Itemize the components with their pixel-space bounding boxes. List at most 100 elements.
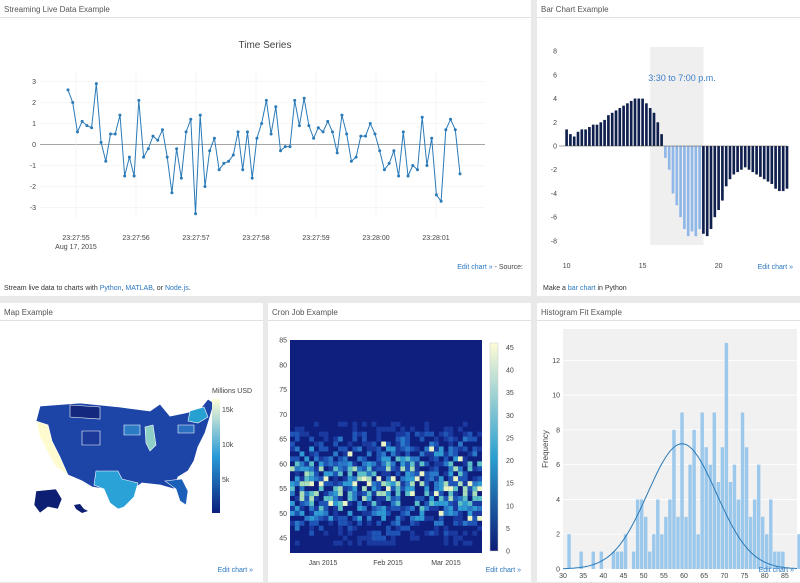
heatmap-cell [357, 520, 362, 526]
hist-panel: Histogram Fit Example 12 10 8 6 4 2 0 30 35 40 45… [537, 303, 800, 582]
histogram-bar [781, 551, 785, 569]
edit-chart-link[interactable]: Edit chart » [758, 567, 794, 574]
heatmap-cell [472, 530, 478, 536]
heatmap-cell [323, 530, 329, 536]
heatmap-cell [467, 515, 473, 521]
heatmap-cell [477, 486, 482, 492]
time-series-chart[interactable]: Time Series 3 2 1 0 -1 -2 -3 23:27:55 23:27:56 2… [0, 18, 531, 278]
heatmap-cell [429, 505, 434, 511]
heatmap-cell [376, 456, 382, 462]
edit-chart-link[interactable]: Edit chart » [485, 567, 521, 574]
heatmap-cell [405, 461, 410, 467]
heatmap-cell [443, 456, 449, 462]
bar [572, 136, 576, 146]
heatmap-cell [434, 491, 439, 497]
histogram-chart[interactable]: 12 10 8 6 4 2 0 30 35 40 45 50 55 60 65 70 75 80 85 Frequ… [537, 321, 800, 583]
matlab-link[interactable]: MATLAB [125, 285, 153, 292]
heatmap-cell [309, 510, 314, 516]
heatmap-cell [290, 505, 295, 511]
data-point [75, 130, 79, 134]
heatmap-cell [453, 510, 458, 516]
heatmap-cell [429, 441, 434, 447]
bar [626, 103, 629, 146]
heatmap-cell [309, 491, 314, 497]
heatmap-cell [390, 535, 396, 541]
histogram-bar [660, 534, 664, 569]
heatmap-cell [328, 461, 334, 467]
heatmap-cell [328, 456, 334, 462]
histogram-bar [648, 551, 652, 569]
histogram-bar [623, 534, 628, 569]
heatmap-cell [424, 461, 430, 467]
heatmap-cell [438, 476, 444, 482]
bar-chart-link[interactable]: bar chart [567, 285, 596, 292]
histogram-bar [720, 447, 725, 569]
heatmap-cell [338, 481, 343, 487]
map-panel: Map Example Millions USD 15k 10k [0, 303, 263, 582]
heatmap-cell [309, 520, 314, 526]
heatmap-cell [462, 431, 468, 437]
nodejs-link[interactable]: Node.js [164, 285, 189, 292]
streaming-panel: Streaming Live Data Example Time Series … [0, 0, 531, 296]
heatmap-cell [381, 496, 386, 501]
data-point [142, 155, 146, 159]
heatmap-cell [438, 431, 444, 437]
edit-chart-link[interactable]: Edit chart » [217, 567, 253, 574]
heatmap-cell [386, 505, 391, 511]
data-point [335, 151, 339, 155]
heatmap-cell [453, 530, 458, 536]
heatmap-cell [299, 520, 305, 526]
bar [762, 146, 766, 180]
heatmap-cell [438, 451, 444, 457]
heatmap-cell [448, 510, 454, 516]
heatmap-cell [347, 496, 353, 501]
heatmap-cell [362, 505, 367, 511]
heatmap-cell [395, 525, 401, 531]
choropleth-map[interactable]: Millions USD 15k 10k 5k [0, 321, 263, 561]
heatmap-cell [338, 496, 343, 501]
edit-chart-link[interactable]: Edit chart » [757, 264, 793, 271]
heatmap-cell [366, 500, 372, 506]
y-tick-label: 55 [279, 486, 287, 493]
data-point [156, 138, 160, 142]
heatmap-cell [453, 486, 458, 492]
heatmap-cell [318, 510, 324, 516]
x-tick-label: 23:27:57 [182, 235, 209, 242]
python-link[interactable]: Python [99, 285, 122, 292]
series-line [67, 83, 461, 214]
heatmap-cell [376, 446, 382, 452]
histogram-bar [760, 516, 765, 569]
heatmap-cell [347, 471, 353, 477]
heatmap-cell [414, 461, 420, 467]
bar [603, 119, 606, 146]
footer-text: Stream live data to charts with [4, 285, 100, 292]
heatmap-cell [390, 481, 396, 487]
heatmap-cell [414, 456, 420, 462]
heatmap-cell [472, 446, 478, 452]
heatmap-cell [376, 436, 382, 442]
heatmap-cell [304, 456, 310, 462]
bar [686, 146, 690, 237]
data-point [434, 193, 438, 197]
heatmap-cell [357, 515, 362, 521]
heatmap-cell [323, 446, 329, 452]
bar [595, 124, 599, 146]
heatmap-cell [443, 510, 449, 516]
state-california [35, 420, 69, 476]
heatmap-cell [366, 540, 372, 546]
heatmap-cell [304, 496, 310, 501]
heatmap-cell [338, 421, 343, 427]
heatmap-cell [395, 466, 401, 472]
heatmap-cell [400, 515, 406, 521]
heatmap-cell [323, 436, 329, 442]
heatmap-cell [357, 456, 362, 462]
colorbar-tick: 20 [506, 458, 514, 465]
heatmap-cell [458, 520, 463, 526]
heatmap-cell [342, 520, 348, 526]
heatmap-cell [390, 476, 396, 482]
edit-chart-link[interactable]: Edit chart » [457, 264, 493, 271]
heatmap-cell [410, 476, 415, 482]
heatmap-cell [304, 466, 310, 472]
